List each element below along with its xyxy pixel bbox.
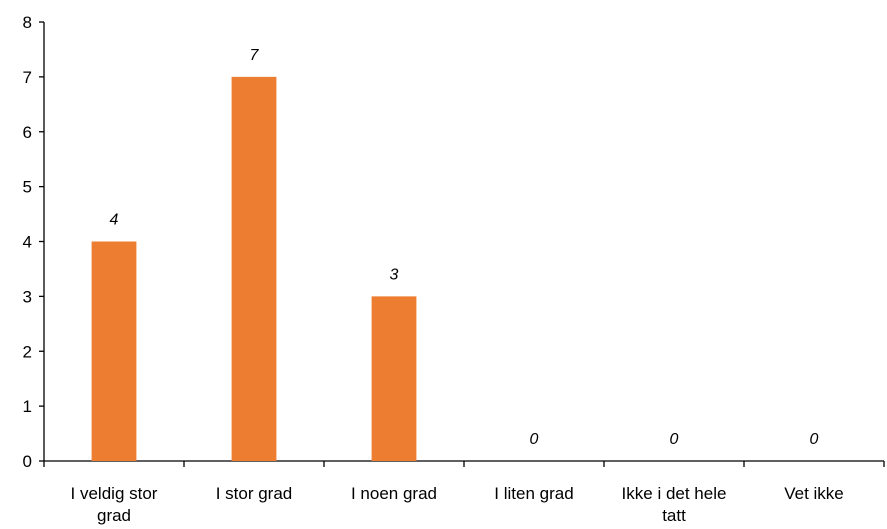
x-category-label-line: Ikke i det hele bbox=[622, 484, 727, 503]
x-category-label-line: I veldig stor bbox=[71, 484, 158, 503]
data-label: 0 bbox=[530, 431, 539, 448]
x-category-label-line: Vet ikke bbox=[784, 484, 844, 503]
x-category-label-line: I liten grad bbox=[494, 484, 573, 503]
y-tick-label: 7 bbox=[23, 68, 32, 87]
x-category-label-line: I stor grad bbox=[216, 484, 293, 503]
data-labels: 4 7 3 0 0 0 bbox=[110, 47, 819, 448]
x-category-label-line: grad bbox=[97, 506, 131, 525]
x-category-label: Ikke i det hele tatt bbox=[622, 484, 727, 525]
y-tick-label: 6 bbox=[23, 123, 32, 142]
y-tick-label: 5 bbox=[23, 178, 32, 197]
data-label: 7 bbox=[250, 47, 260, 64]
y-axis: 0 1 2 3 4 5 6 7 8 bbox=[23, 13, 45, 471]
x-category-label-line: tatt bbox=[662, 506, 686, 525]
bar bbox=[91, 241, 137, 461]
x-axis: I veldig stor grad I stor grad I noen grad I… bbox=[43, 460, 885, 525]
x-category-label-line: I noen grad bbox=[351, 484, 437, 503]
x-category-label: Vet ikke bbox=[784, 484, 844, 503]
y-tick-label: 3 bbox=[23, 287, 32, 306]
data-label: 3 bbox=[390, 266, 399, 283]
y-tick-label: 1 bbox=[23, 397, 32, 416]
data-label: 4 bbox=[110, 212, 119, 229]
y-tick-label: 0 bbox=[23, 452, 32, 471]
bar bbox=[371, 296, 417, 461]
y-tick-label: 2 bbox=[23, 342, 32, 361]
y-tick-label: 4 bbox=[23, 233, 32, 252]
data-label: 0 bbox=[810, 431, 819, 448]
x-category-label: I stor grad bbox=[216, 484, 293, 503]
x-category-label: I noen grad bbox=[351, 484, 437, 503]
x-category-label: I veldig stor grad bbox=[71, 484, 158, 525]
x-category-label: I liten grad bbox=[494, 484, 573, 503]
bars bbox=[91, 76, 417, 461]
data-label: 0 bbox=[670, 431, 679, 448]
y-tick-label: 8 bbox=[23, 13, 32, 32]
bar bbox=[231, 76, 277, 461]
